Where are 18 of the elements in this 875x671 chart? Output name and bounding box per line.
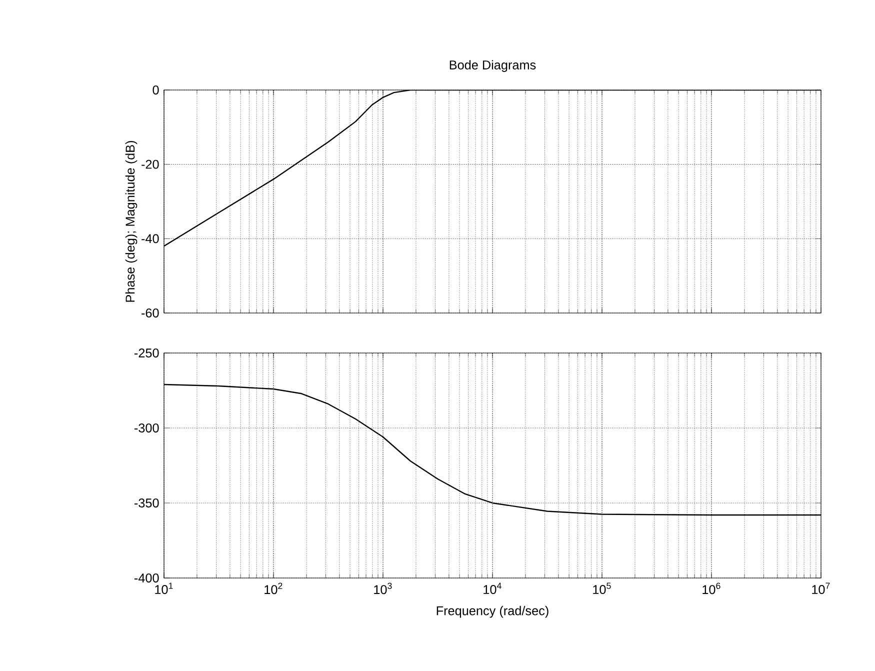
x-tick-label: 10$^{6}$: [702, 582, 720, 594]
x-tick-label: 10$^{7}$: [812, 582, 830, 594]
y-tick-label: -250: [134, 348, 159, 358]
x-tick-label: 10$^{2}$: [264, 582, 282, 594]
x-tick-label: 10$^{1}$: [155, 582, 173, 594]
y-axis-title: Phase (deg); Magnitude (dB): [125, 140, 138, 302]
x-tick-label: 10$^{5}$: [593, 582, 611, 594]
y-tick-label: -40: [142, 234, 159, 244]
x-tick-label: 10$^{3}$: [374, 582, 392, 594]
y-tick-label: -60: [142, 308, 159, 318]
y-tick-label: -300: [134, 424, 159, 432]
chart-title: Bode Diagrams: [450, 60, 536, 72]
x-axis-title: Frequency (rad/sec): [436, 606, 548, 618]
y-tick-label: -350: [134, 498, 159, 508]
y-tick-label: -400: [134, 574, 159, 582]
x-tick-label: 10$^{4}$: [484, 582, 502, 594]
y-tick-label: -20: [142, 160, 159, 169]
y-tick-label: 0: [152, 86, 159, 94]
